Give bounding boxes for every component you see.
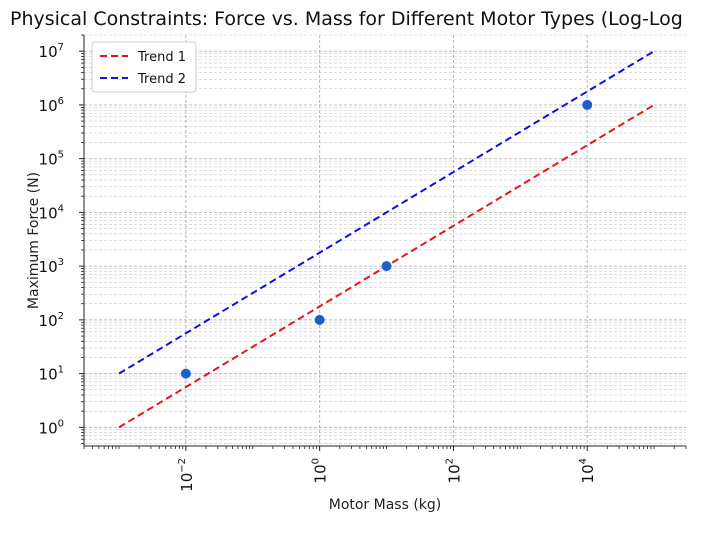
x-tick-label: 104	[578, 458, 597, 483]
axes	[79, 34, 687, 451]
y-tick-label: 101	[39, 365, 64, 384]
trend-line-2	[118, 50, 655, 375]
y-tick-label: 106	[39, 96, 64, 115]
data-point	[381, 261, 392, 272]
x-tick-label: 10−2	[177, 458, 196, 492]
legend-box	[91, 41, 197, 93]
chart-title: Physical Constraints: Force vs. Mass for…	[10, 8, 683, 30]
legend: Trend 1 Trend 2	[91, 41, 197, 93]
grid-lines	[84, 34, 686, 446]
y-tick-label: 100	[39, 418, 64, 437]
x-tick-label-group: 102	[444, 458, 463, 483]
legend-label: Trend 2	[137, 72, 186, 87]
x-tick-label-group: 10−2	[177, 458, 196, 492]
y-tick-label: 102	[39, 311, 64, 330]
y-tick-label: 103	[39, 257, 64, 276]
y-tick-label: 104	[39, 203, 64, 222]
points-layer	[180, 99, 593, 379]
y-axis-label: Maximum Force (N)	[26, 172, 42, 309]
legend-label: Trend 1	[137, 50, 186, 65]
x-axis-label: Motor Mass (kg)	[329, 497, 442, 513]
x-tick-label: 102	[444, 458, 463, 483]
y-tick-label: 105	[39, 150, 64, 169]
x-tick-label-group: 104	[578, 458, 597, 483]
x-tick-label: 100	[311, 458, 330, 483]
y-tick-label: 107	[39, 42, 64, 61]
data-point	[314, 314, 325, 325]
x-tick-label-group: 100	[311, 458, 330, 483]
data-point	[582, 99, 593, 110]
data-point	[180, 368, 191, 379]
